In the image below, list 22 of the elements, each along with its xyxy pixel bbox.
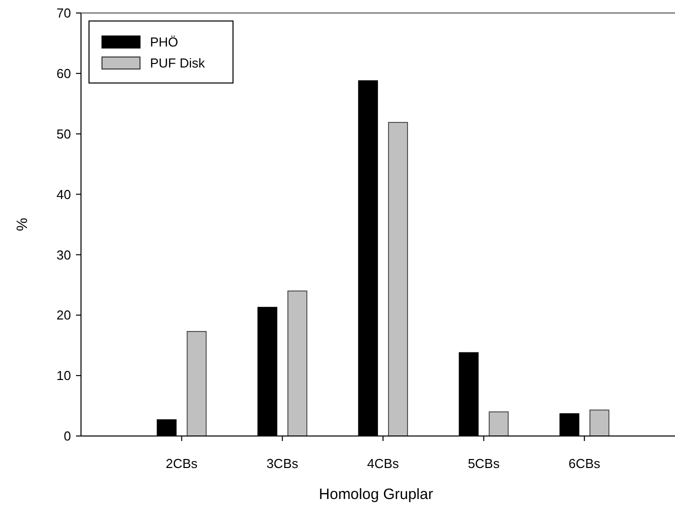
bar <box>388 122 408 436</box>
x-tick-label: 3CBs <box>266 456 299 471</box>
x-axis-title: Homolog Gruplar <box>318 486 434 503</box>
y-tick-label: 30 <box>56 247 71 262</box>
y-tick-label: 70 <box>56 6 71 21</box>
y-axis-title: % <box>14 218 31 232</box>
y-tick-label: 50 <box>56 126 71 142</box>
y-tick-label: 40 <box>56 186 71 202</box>
bar <box>287 290 308 436</box>
y-tick-label: 60 <box>56 66 71 81</box>
bar <box>589 410 610 436</box>
bar <box>186 331 207 436</box>
legend-label: PUF Disk <box>150 56 206 71</box>
legend-label: PHÖ <box>150 34 178 50</box>
x-tick-label: 4CBs <box>367 456 400 471</box>
y-tick-label: 10 <box>56 368 71 384</box>
y-tick-label: 0 <box>64 428 71 444</box>
x-tick-label: 6CBs <box>568 456 601 471</box>
x-tick-label: 2CBs <box>166 456 198 471</box>
x-tick-label: 5CBs <box>468 456 500 471</box>
bar <box>488 411 509 436</box>
y-tick-label: 20 <box>56 308 71 323</box>
